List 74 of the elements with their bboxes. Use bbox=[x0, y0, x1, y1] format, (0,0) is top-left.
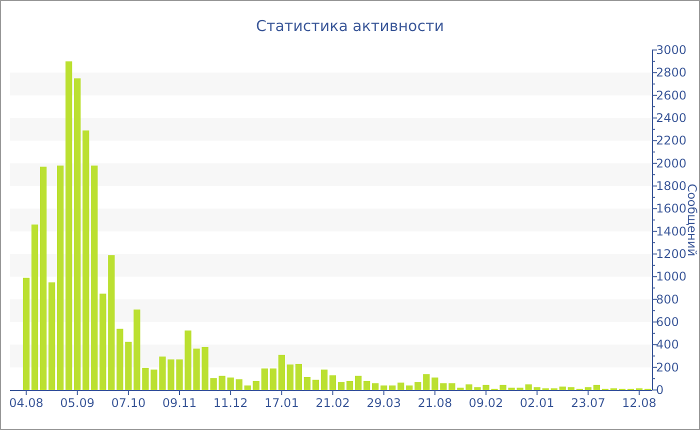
x-tick-label: 09.02 bbox=[468, 396, 504, 410]
chart-title: Статистика активности bbox=[256, 17, 444, 35]
y-tick-label: 1400 bbox=[656, 224, 687, 238]
x-tick-label: 12.08 bbox=[622, 396, 656, 410]
y-tick-label: 800 bbox=[656, 292, 679, 306]
bar bbox=[252, 380, 260, 390]
bar bbox=[559, 386, 566, 390]
bar bbox=[372, 383, 379, 390]
bar bbox=[593, 384, 600, 390]
bar bbox=[568, 387, 574, 390]
bar bbox=[56, 166, 64, 390]
bar bbox=[440, 383, 447, 390]
y-axis-title: Сообщений bbox=[685, 184, 699, 256]
bar bbox=[66, 61, 72, 390]
y-tick-label: 1600 bbox=[656, 202, 687, 216]
bar bbox=[40, 166, 47, 390]
bar bbox=[261, 368, 268, 390]
bar bbox=[432, 378, 438, 390]
y-tick-label: 2800 bbox=[656, 66, 687, 80]
bar bbox=[363, 380, 370, 390]
bar bbox=[82, 130, 90, 390]
bar bbox=[354, 376, 362, 390]
bar bbox=[236, 379, 242, 390]
bar bbox=[74, 78, 81, 390]
x-tick-label: 29.03 bbox=[366, 396, 402, 410]
bar bbox=[48, 282, 56, 390]
y-tick-label: 2400 bbox=[656, 111, 687, 125]
y-tick-label: 1800 bbox=[656, 179, 687, 193]
x-tick-label: 11.12 bbox=[213, 396, 248, 410]
y-tick-label: 2600 bbox=[656, 88, 687, 102]
x-tick-label: 21.02 bbox=[316, 396, 350, 410]
bar bbox=[270, 368, 276, 390]
y-tick-label: 600 bbox=[656, 315, 679, 329]
bar bbox=[91, 166, 98, 390]
bar bbox=[227, 378, 234, 390]
bar bbox=[423, 374, 430, 390]
y-tick-label: 1200 bbox=[656, 247, 687, 261]
bar bbox=[398, 382, 404, 390]
bar bbox=[286, 364, 294, 390]
y-tick-label: 2000 bbox=[656, 156, 687, 170]
bar bbox=[338, 382, 345, 390]
bar bbox=[100, 294, 106, 390]
bar bbox=[414, 382, 422, 390]
y-tick-label: 200 bbox=[656, 360, 679, 374]
bar bbox=[244, 385, 251, 390]
y-tick-label: 1000 bbox=[656, 270, 687, 284]
bar bbox=[584, 387, 592, 390]
y-tick-label: 2200 bbox=[656, 134, 687, 148]
bar bbox=[125, 342, 132, 390]
y-tick-label: 400 bbox=[656, 338, 679, 352]
bar bbox=[380, 385, 388, 390]
bar bbox=[329, 375, 336, 390]
bar bbox=[406, 385, 413, 390]
bar bbox=[108, 255, 115, 390]
bar bbox=[22, 278, 30, 390]
x-tick-label: 09.11 bbox=[162, 396, 197, 410]
bar bbox=[389, 385, 396, 390]
bar bbox=[116, 328, 124, 390]
y-tick-label: 3000 bbox=[656, 43, 687, 57]
x-tick-label: 07.10 bbox=[111, 396, 146, 410]
bar bbox=[278, 354, 285, 390]
bar bbox=[295, 364, 302, 390]
x-tick-label: 02.01 bbox=[520, 396, 554, 410]
x-tick-label: 17.01 bbox=[264, 396, 299, 410]
bar bbox=[346, 380, 354, 390]
bar bbox=[31, 224, 38, 390]
x-tick-label: 21.08 bbox=[418, 396, 452, 410]
y-tick-label: 0 bbox=[656, 383, 664, 397]
bar bbox=[312, 380, 320, 390]
bar bbox=[320, 370, 328, 390]
bar bbox=[304, 376, 311, 390]
x-tick-label: 05.09 bbox=[60, 396, 95, 410]
x-tick-label: 04.08 bbox=[9, 396, 44, 410]
x-tick-label: 23.07 bbox=[570, 396, 606, 410]
